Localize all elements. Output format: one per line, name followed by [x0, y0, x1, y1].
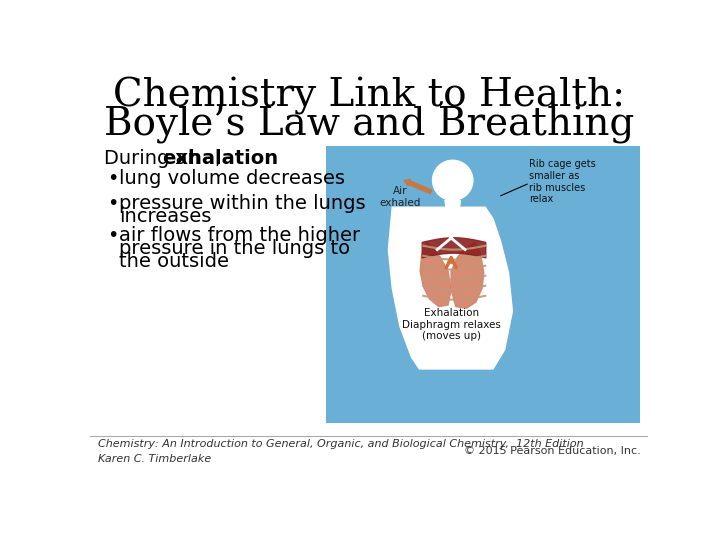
Polygon shape	[445, 200, 461, 211]
Text: pressure in the lungs to: pressure in the lungs to	[120, 239, 351, 258]
Text: •: •	[107, 194, 118, 213]
Text: air flows from the higher: air flows from the higher	[120, 226, 361, 245]
Text: exhalation: exhalation	[162, 149, 278, 168]
Polygon shape	[388, 207, 513, 369]
Text: Boyle’s Law and Breathing: Boyle’s Law and Breathing	[104, 106, 634, 144]
Text: Chemistry: An Introduction to General, Organic, and Biological Chemistry,  12th : Chemistry: An Introduction to General, O…	[98, 439, 583, 464]
Text: Chemistry Link to Health:: Chemistry Link to Health:	[113, 77, 625, 114]
FancyBboxPatch shape	[326, 146, 640, 423]
Text: the outside: the outside	[120, 252, 230, 272]
Text: Rib cage gets
smaller as
rib muscles
relax: Rib cage gets smaller as rib muscles rel…	[529, 159, 596, 204]
Polygon shape	[451, 242, 484, 308]
Text: •: •	[107, 226, 118, 245]
Text: Exhalation
Diaphragm relaxes
(moves up): Exhalation Diaphragm relaxes (moves up)	[402, 308, 500, 341]
FancyArrow shape	[405, 179, 432, 194]
Text: lung volume decreases: lung volume decreases	[120, 169, 346, 188]
Text: •: •	[107, 169, 118, 188]
Text: increases: increases	[120, 207, 212, 226]
Circle shape	[433, 160, 473, 200]
Text: © 2015 Pearson Education, Inc.: © 2015 Pearson Education, Inc.	[464, 447, 640, 456]
Text: During an: During an	[104, 149, 206, 168]
Text: pressure within the lungs: pressure within the lungs	[120, 194, 366, 213]
Text: ,: ,	[215, 149, 221, 168]
Text: Air
exhaled: Air exhaled	[379, 186, 420, 208]
Polygon shape	[420, 242, 451, 307]
